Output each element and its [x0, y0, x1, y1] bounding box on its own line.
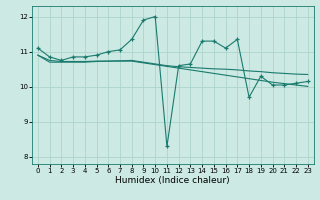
X-axis label: Humidex (Indice chaleur): Humidex (Indice chaleur) [116, 176, 230, 185]
